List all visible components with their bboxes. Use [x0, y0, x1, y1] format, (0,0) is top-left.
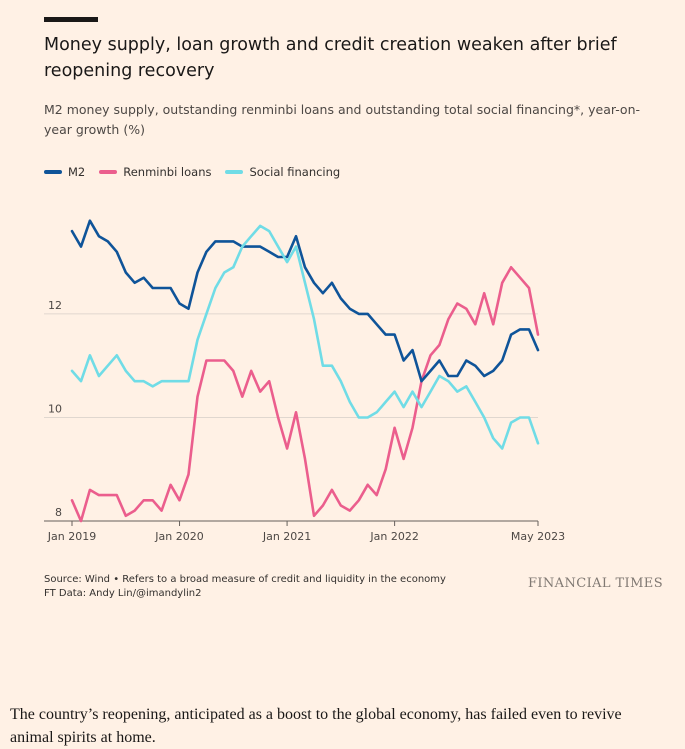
series-line-loans — [70, 266, 540, 523]
legend-label-loans: Renminbi loans — [123, 165, 212, 179]
source-note: Source: Wind • Refers to a broad measure… — [44, 574, 446, 585]
x-tick-label: Jan 2020 — [154, 530, 203, 543]
y-tick-label: 8 — [55, 506, 62, 519]
legend-item-m2: M2 — [44, 165, 85, 179]
x-tick-label: Jan 2019 — [47, 530, 96, 543]
x-tick-label: Jan 2021 — [262, 530, 311, 543]
title-accent-bar — [44, 17, 98, 22]
chart-source-notes: Source: Wind • Refers to a broad measure… — [44, 573, 446, 601]
legend-item-loans: Renminbi loans — [99, 165, 211, 179]
series-line-social — [70, 224, 540, 450]
chart-subtitle: M2 money supply, outstanding renminbi lo… — [44, 102, 641, 137]
line-chart: 8 10 12 Jan 2019 Jan 2020 Jan 2021 Jan 2022 May… — [44, 219, 565, 543]
x-tick-label: Jan 2022 — [369, 530, 418, 543]
x-tick-label: May 2023 — [511, 530, 565, 543]
y-tick-label: 10 — [48, 402, 62, 415]
legend-swatch-social — [225, 170, 244, 174]
y-tick-label: 12 — [48, 299, 62, 312]
legend-label-social: Social financing — [249, 165, 341, 179]
legend-swatch-m2 — [44, 170, 62, 174]
chart-title: Money supply, loan growth and credit cre… — [44, 35, 617, 81]
legend-label-m2: M2 — [68, 165, 86, 179]
legend-swatch-loans — [99, 170, 118, 174]
data-credit: FT Data: Andy Lin/@imandylin2 — [44, 588, 202, 599]
series-line-m2 — [70, 219, 540, 383]
chart-legend: M2 Renminbi loans Social financing — [44, 164, 354, 180]
legend-item-social: Social financing — [225, 165, 340, 179]
article-caption: The country’s reopening, anticipated as … — [10, 706, 622, 746]
ft-brand-logo: FINANCIAL TIMES — [527, 576, 663, 591]
